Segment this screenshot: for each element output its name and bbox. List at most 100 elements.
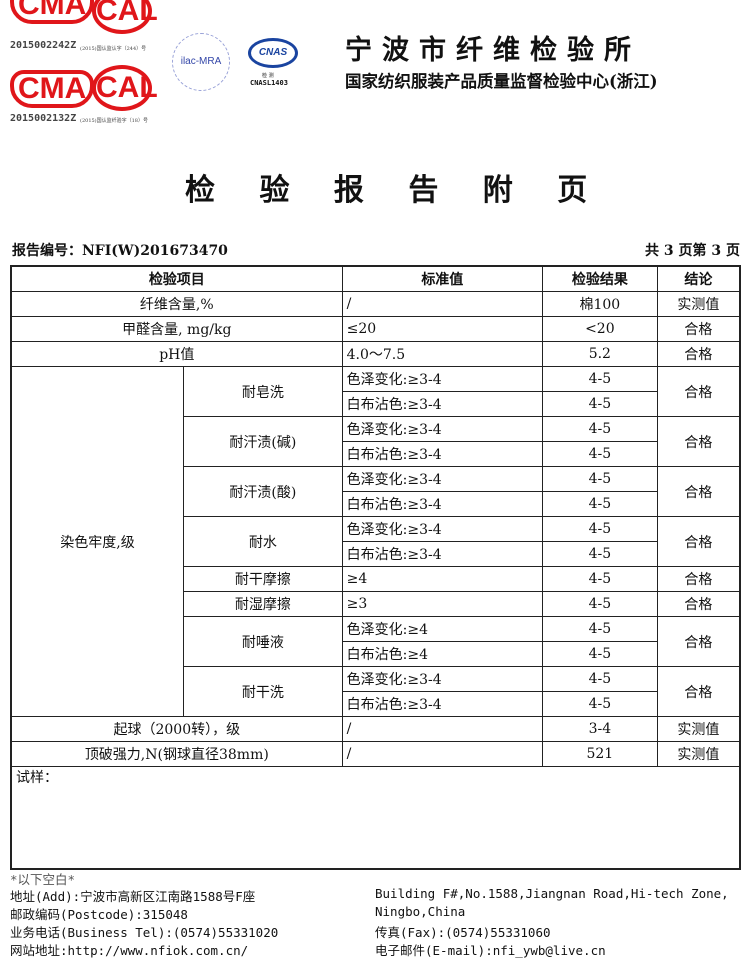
result: 4-5 (542, 641, 658, 667)
standard: 白布沾色:≥3-4 (341, 541, 544, 567)
conclusion: 合格 (656, 616, 741, 667)
test-name: 耐水 (183, 516, 343, 567)
standard: / (341, 716, 544, 742)
result: 4-5 (542, 416, 658, 442)
cma-logo-2: CMA (10, 70, 95, 108)
address-en-1: Building F#,No.1588,Jiangnan Road,Hi-tec… (375, 886, 729, 901)
test-name: 耐干洗 (183, 666, 343, 717)
table-row: pH值 4.0～7.5 5.2 合格 (10, 341, 741, 367)
table-row: 白布沾色:≥3-4 4-5 (11, 491, 740, 517)
result: <20 (542, 316, 658, 342)
cnas-logo: CNAS (248, 38, 298, 68)
standard: ≥4 (341, 566, 544, 592)
item: 起球（2000转），级 (10, 716, 343, 742)
standard: / (341, 741, 544, 767)
header-item: 检验项目 (10, 265, 343, 292)
result: 3-4 (542, 716, 658, 742)
cal-code-2: (2015)国认监纤验字（18）号 (80, 118, 148, 124)
conclusion: 实测值 (656, 741, 741, 767)
fax: 传真(Fax):(0574)55331060 (375, 925, 551, 940)
conclusion: 合格 (656, 466, 741, 517)
standard: 4.0～7.5 (341, 341, 544, 367)
blank-note: *以下空白* (10, 872, 76, 887)
test-name: 耐湿摩擦 (183, 591, 343, 617)
test-name: 耐唾液 (183, 616, 343, 667)
table-row: 耐水 色泽变化:≥3-4 4-5 合格 (11, 516, 741, 567)
standard: 色泽变化:≥3-4 (341, 466, 544, 492)
cal-logo-2: CAL (92, 65, 158, 111)
cal-logo-1: CAL (92, 0, 158, 34)
standard: 色泽变化:≥3-4 (341, 416, 544, 442)
header-conclusion: 结论 (656, 265, 741, 292)
org-name: 宁波市纤维检验所 (345, 35, 641, 66)
table-row: 白布沾色:≥4 4-5 (11, 641, 740, 667)
cnas-sub: 检 测 (262, 73, 274, 79)
table-row: 顶破强力,N(钢球直径38mm)/521 实测值 (10, 741, 741, 767)
result: 4-5 (542, 466, 658, 492)
result: 4-5 (542, 491, 658, 517)
test-name: 耐汗渍(酸) (183, 466, 343, 517)
table-row: 耐湿摩擦 ≥3 4-5 合格 (11, 591, 741, 617)
sample-label: 试样： (10, 766, 741, 870)
cma-code-2: 2015002132Z (10, 113, 77, 124)
standard: 白布沾色:≥4 (341, 641, 544, 667)
table-row: 检验项目 标准值 检验结果 结论 (10, 265, 741, 292)
standard: 色泽变化:≥3-4 (341, 666, 544, 692)
table-row: 染色牢度,级 耐皂洗 色泽变化:≥3-4 4-5 合格 (10, 366, 741, 717)
cma-code-1: 2015002242Z (10, 40, 77, 51)
result: 4-5 (542, 441, 658, 467)
standard: 白布沾色:≥3-4 (341, 691, 544, 717)
conclusion: 合格 (656, 341, 741, 367)
table-row: 耐汗渍(酸) 色泽变化:≥3-4 4-5 合格 (11, 466, 741, 517)
website[interactable]: 网站地址:http://www.nfiok.com.cn/ (10, 943, 249, 958)
header-standard: 标准值 (341, 265, 544, 292)
cal-code-1: (2015)国认监认字（244）号 (80, 46, 147, 52)
table-row: 纤维含量,% / 棉100 实测值 (10, 291, 741, 317)
test-name: 耐干摩擦 (183, 566, 343, 592)
result: 棉100 (542, 291, 658, 317)
address-en-2: Ningbo,China (375, 904, 466, 919)
result: 4-5 (542, 616, 658, 642)
email[interactable]: 电子邮件(E-mail):nfi_ywb@live.cn (375, 943, 606, 958)
result: 4-5 (542, 666, 658, 692)
results-table: 检验项目 标准值 检验结果 结论 纤维含量,% / 棉100 实测值 甲醛含量, mg/kg ≤2… (10, 265, 741, 870)
item: 顶破强力,N(钢球直径38mm) (10, 741, 343, 767)
result: 4-5 (542, 566, 658, 592)
conclusion: 合格 (656, 516, 741, 567)
standard: 色泽变化:≥4 (341, 616, 544, 642)
standard: 白布沾色:≥3-4 (341, 441, 544, 467)
result: 4-5 (542, 541, 658, 567)
standard: 白布沾色:≥3-4 (341, 491, 544, 517)
result: 4-5 (542, 691, 658, 717)
table-row: 白布沾色:≥3-4 4-5 (11, 691, 740, 717)
conclusion: 合格 (656, 316, 741, 342)
table-row: 起球（2000转），级/3-4 实测值 (10, 716, 741, 742)
item: pH值 (10, 341, 343, 367)
table-row: 白布沾色:≥3-4 4-5 (11, 441, 740, 467)
table-row: 甲醛含量, mg/kg ≤20 <20 合格 (10, 316, 741, 342)
conclusion: 实测值 (656, 291, 741, 317)
standard: 色泽变化:≥3-4 (341, 366, 544, 392)
test-name: 耐皂洗 (183, 366, 343, 417)
table-row: 耐唾液 色泽变化:≥4 4-5 合格 (11, 616, 741, 667)
standard: ≥3 (341, 591, 544, 617)
business-tel: 业务电话(Business Tel):(0574)55331020 (10, 925, 279, 940)
result: 4-5 (542, 391, 658, 417)
header-result: 检验结果 (542, 265, 658, 292)
page-title: 检 验 报 告 附 页 (185, 173, 600, 208)
table-row: 试样： (10, 766, 741, 870)
table-row: 耐干摩擦 ≥4 4-5 合格 (11, 566, 741, 592)
result: 521 (542, 741, 658, 767)
ilac-mra-logo: ilac-MRA (172, 33, 230, 91)
result: 4-5 (542, 366, 658, 392)
report-number: 报告编号：NFI(W)201673470 (12, 243, 228, 259)
item: 纤维含量,% (10, 291, 343, 317)
result: 4-5 (542, 591, 658, 617)
colorfastness-label: 染色牢度,级 (10, 366, 185, 717)
cma-logo-1: CMA (10, 0, 95, 24)
test-name: 耐汗渍(碱) (183, 416, 343, 467)
standard: / (341, 291, 544, 317)
standard: 白布沾色:≥3-4 (341, 391, 544, 417)
postcode: 邮政编码(Postcode):315048 (10, 907, 188, 922)
result: 5.2 (542, 341, 658, 367)
